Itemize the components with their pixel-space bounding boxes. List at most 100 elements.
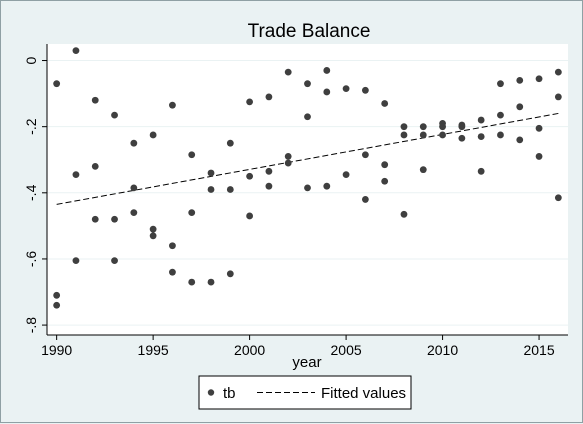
data-point-tb (149, 232, 157, 240)
data-point-tb (284, 159, 292, 167)
data-point-tb (226, 139, 234, 147)
legend-label-fitted: Fitted values (321, 385, 406, 402)
data-point-tb (516, 76, 524, 84)
data-point-tb (554, 93, 562, 101)
data-point-tb (381, 161, 389, 169)
data-point-tb (381, 100, 389, 107)
data-point-tb (497, 111, 504, 119)
data-point-tb (111, 111, 118, 119)
data-point-tb (419, 131, 427, 139)
data-point-tb (91, 162, 99, 170)
data-point-tb (304, 184, 311, 192)
data-point-tb (169, 101, 176, 109)
fitted-line-group (56, 112, 559, 205)
data-point-tb (458, 123, 466, 131)
grid-lines (47, 60, 568, 326)
data-point-tb (497, 80, 504, 88)
data-point-tb (265, 93, 273, 101)
data-point-tb (381, 177, 389, 185)
data-point-tb (169, 268, 176, 276)
y-tick-label: -.4 (23, 184, 39, 201)
data-point-tb (497, 131, 504, 139)
data-point-tb (304, 80, 311, 88)
data-point-tb (246, 172, 254, 180)
data-point-tb (72, 257, 80, 264)
y-tick-label: -.6 (23, 251, 39, 268)
data-point-tb (554, 194, 562, 202)
y-tick-label: 0 (23, 56, 39, 64)
x-tick-label: 2005 (331, 342, 362, 358)
data-points (53, 47, 562, 309)
data-point-tb (53, 301, 61, 309)
data-point-tb (323, 182, 331, 190)
data-point-tb (419, 166, 427, 174)
data-point-tb (130, 209, 138, 217)
data-point-tb (72, 171, 80, 179)
data-point-tb (323, 67, 331, 74)
data-point-tb (265, 167, 273, 175)
data-point-tb (400, 123, 408, 131)
data-point-tb (516, 136, 524, 144)
data-point-tb (246, 98, 254, 106)
data-point-tb (53, 291, 61, 299)
data-point-tb (516, 103, 524, 111)
data-point-tb (130, 184, 138, 192)
data-point-tb (111, 257, 118, 264)
data-point-tb (535, 153, 543, 160)
y-axis-ticks: 0 -.2 -.4 -.6 -.8 (23, 56, 47, 333)
x-tick-label: 2000 (234, 342, 265, 358)
data-point-tb (535, 75, 543, 83)
data-point-tb (130, 139, 138, 147)
data-point-tb (400, 210, 408, 218)
data-point-tb (149, 225, 157, 233)
data-point-tb (535, 124, 543, 132)
chart-title: Trade Balance (248, 21, 371, 42)
data-point-tb (149, 131, 157, 139)
data-point-tb (477, 167, 485, 175)
data-point-tb (361, 196, 369, 203)
data-point-tb (188, 209, 196, 217)
data-point-tb (265, 182, 273, 190)
x-axis-ticks: 1990 1995 2000 2005 2010 2015 (41, 335, 555, 358)
data-point-tb (284, 68, 292, 76)
data-point-tb (111, 215, 118, 223)
x-tick-label: 1995 (138, 342, 169, 358)
data-point-tb (226, 186, 234, 193)
fitted-values-line (56, 112, 559, 205)
x-tick-label: 2015 (523, 342, 554, 358)
data-point-tb (361, 86, 369, 94)
data-point-tb (188, 151, 196, 159)
data-point-tb (458, 134, 466, 142)
data-point-tb (246, 212, 254, 220)
data-point-tb (207, 186, 215, 193)
data-point-tb (53, 80, 61, 88)
data-point-tb (323, 88, 331, 96)
data-point-tb (439, 123, 446, 131)
axes (46, 44, 568, 336)
x-tick-label: 2010 (427, 342, 458, 358)
data-point-tb (91, 215, 99, 223)
data-point-tb (91, 96, 99, 104)
x-axis-title: year (292, 354, 321, 371)
data-point-tb (477, 133, 485, 140)
data-point-tb (554, 68, 562, 76)
data-point-tb (477, 116, 485, 124)
legend-marker-tb (207, 389, 215, 396)
legend-label-tb: tb (223, 385, 236, 402)
x-tick-label: 1990 (41, 342, 72, 358)
data-point-tb (207, 169, 215, 177)
data-point-tb (439, 131, 446, 139)
legend: tb Fitted values (198, 375, 412, 410)
data-point-tb (226, 270, 234, 278)
data-point-tb (72, 47, 80, 55)
data-point-tb (207, 278, 215, 286)
data-point-tb (342, 171, 350, 179)
data-point-tb (342, 85, 350, 93)
data-point-tb (188, 278, 196, 286)
y-tick-label: -.8 (23, 317, 39, 334)
data-point-tb (284, 153, 292, 160)
data-point-tb (361, 151, 369, 159)
data-point-tb (419, 123, 427, 131)
